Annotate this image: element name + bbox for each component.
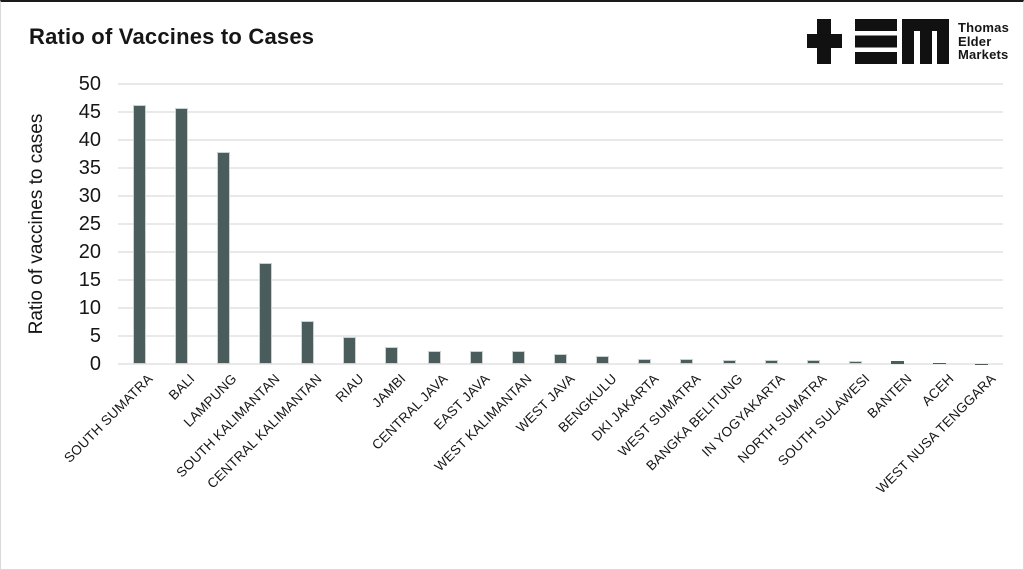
y-tick-label: 25	[78, 213, 101, 235]
logo-text-line: Thomas	[957, 20, 1009, 35]
bar	[174, 108, 188, 364]
bar	[343, 336, 357, 364]
y-tick-label: 30	[78, 185, 101, 207]
bar	[722, 359, 736, 364]
y-tick-label: 10	[78, 297, 101, 319]
gridline	[118, 307, 1003, 309]
bar	[933, 363, 947, 364]
bar	[806, 359, 820, 364]
bar	[680, 358, 694, 364]
bar	[554, 354, 567, 364]
bar	[132, 105, 146, 364]
gridline	[118, 83, 1003, 85]
gridline	[118, 251, 1003, 253]
y-tick-label: 5	[89, 325, 101, 347]
bar	[849, 360, 862, 364]
gridline	[118, 167, 1003, 169]
gridline	[118, 111, 1003, 113]
bar	[891, 361, 905, 364]
bar	[596, 355, 610, 364]
gridline	[118, 279, 1003, 281]
gridline	[118, 223, 1003, 225]
logo-wordmark: Thomas Elder Markets	[958, 21, 1009, 62]
bar	[259, 263, 272, 364]
y-tick-label: 40	[78, 129, 101, 151]
logo-text-line: Markets	[957, 47, 1009, 62]
bar	[764, 359, 778, 364]
y-tick-label: 35	[78, 157, 101, 179]
bar	[301, 320, 315, 364]
bar	[638, 358, 652, 364]
brand-logo: Thomas Elder Markets	[806, 19, 1009, 64]
gridline	[118, 335, 1003, 337]
tem-logo-icon	[806, 19, 949, 64]
bar	[511, 350, 525, 364]
y-tick-label: 15	[78, 269, 101, 291]
gridline	[118, 195, 1003, 197]
y-tick-label: 0	[89, 353, 101, 375]
y-tick-label: 20	[78, 241, 101, 263]
bar	[469, 350, 483, 364]
y-tick-label: 45	[78, 101, 101, 123]
gridline	[118, 363, 1003, 365]
logo-text-line: Elder	[957, 33, 992, 49]
gridline	[118, 139, 1003, 141]
chart-title: Ratio of Vaccines to Cases	[29, 24, 315, 49]
y-tick-label: 50	[78, 73, 101, 95]
bar	[427, 350, 441, 364]
bar	[385, 347, 399, 364]
bar	[216, 152, 230, 364]
plot-area	[118, 83, 1003, 365]
